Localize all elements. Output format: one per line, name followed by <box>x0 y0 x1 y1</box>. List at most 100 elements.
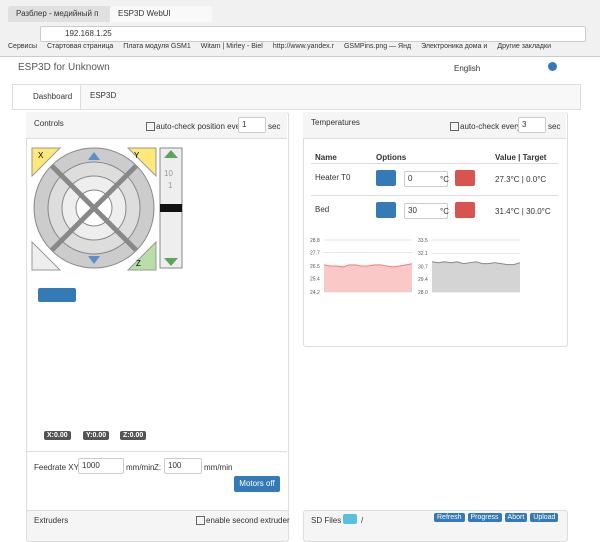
corner[interactable] <box>31 147 62 178</box>
app-title: ESP3D for Unknown <box>18 62 110 73</box>
bookmark[interactable]: Другие закладки <box>497 43 551 50</box>
button[interactable]: Abort <box>504 513 528 522</box>
y-tick-label: 28.8 <box>310 238 320 244</box>
line <box>323 263 413 268</box>
y-tick-label: 27.7 <box>310 250 320 256</box>
z-step: 10 <box>164 169 173 178</box>
tab[interactable]: Dashboard <box>12 84 82 109</box>
panel-title: Temperatures <box>311 118 360 127</box>
y-tick-label: 28.0 <box>418 290 428 296</box>
bookmark[interactable]: Плата модуля GSM1 <box>123 43 191 50</box>
tab-bar <box>12 84 581 110</box>
button[interactable]: Progress <box>467 513 502 522</box>
position: Z:0.00 <box>120 431 147 440</box>
checkbox[interactable] <box>146 122 155 131</box>
unit: sec <box>548 122 561 131</box>
label: Feedrate XY: <box>34 463 81 472</box>
y-tick-label: 33.5 <box>418 238 428 244</box>
heater-button[interactable] <box>376 170 396 186</box>
macro-button[interactable] <box>38 288 76 302</box>
y-tick-label: 32.1 <box>418 251 428 257</box>
position: Y:0.00 <box>83 431 110 440</box>
y-tick-label: 29.4 <box>418 277 428 283</box>
bookmarks: Сервисы Стартовая страница Плата модуля GS… <box>8 43 551 50</box>
bookmark[interactable]: Witam | Mirley - Biel <box>200 43 263 50</box>
line <box>431 261 521 266</box>
row-divider <box>311 163 558 164</box>
jog-label: Y <box>134 151 140 160</box>
language[interactable]: English <box>454 64 481 73</box>
browser-tab[interactable]: ESP3D WebUI <box>110 6 212 22</box>
heater-button[interactable] <box>376 202 396 218</box>
unit: mm/min <box>126 463 155 472</box>
bookmark[interactable]: Стартовая страница <box>47 43 114 50</box>
panel-title: Extruders <box>34 516 69 525</box>
label: auto-check every: <box>460 122 524 131</box>
tab[interactable]: ESP3D <box>90 91 117 100</box>
corner[interactable] <box>126 147 157 178</box>
column-header: Options <box>376 153 407 162</box>
value: 27.3°C | 0.0°C <box>495 175 547 184</box>
set-button[interactable] <box>455 170 475 186</box>
divider <box>26 451 287 452</box>
unit: °C <box>440 175 449 184</box>
label: Z: <box>154 463 162 472</box>
bookmark[interactable]: GSMPins.png — Янд <box>343 43 412 50</box>
z-up[interactable] <box>164 150 178 158</box>
y-tick-label: 25.4 <box>310 276 320 282</box>
y-tick-label: 24.2 <box>310 290 320 296</box>
jog-label: X <box>38 151 44 160</box>
column-header: Value | Target <box>495 153 547 162</box>
heater-name: Bed <box>315 205 330 214</box>
position: X:0.00 <box>44 431 71 440</box>
checkbox[interactable] <box>196 516 205 525</box>
unit: sec <box>268 122 281 131</box>
sd-icon[interactable] <box>343 514 357 524</box>
z-home[interactable] <box>160 204 182 212</box>
button[interactable]: Refresh <box>434 513 465 522</box>
button[interactable]: Motors off <box>234 476 280 492</box>
y-tick-label: 30.7 <box>418 264 428 270</box>
address-bar[interactable]: 192.168.1.25 <box>40 26 586 42</box>
path: / <box>361 516 364 525</box>
browser-tab[interactable]: Разблер - медийный п <box>8 6 112 22</box>
y-down[interactable] <box>88 256 100 264</box>
bookmark[interactable]: Электроника дома и <box>421 43 488 50</box>
temperature-charts: 28.8 27.7 26.5 25.4 24.2 33.5 32.1 30.7 29.4 28.0 <box>310 238 521 296</box>
set-button[interactable] <box>455 202 475 218</box>
bookmark[interactable]: Сервисы <box>8 43 38 50</box>
input[interactable]: 3 <box>518 117 546 133</box>
bookmark[interactable]: http://www.yandex.r <box>272 43 334 50</box>
cross <box>50 164 138 252</box>
corner[interactable] <box>31 240 62 271</box>
jog-control: X Y Z 10 1 <box>31 147 183 271</box>
checkbox[interactable] <box>450 122 459 131</box>
y-tick-label: 26.5 <box>310 264 320 270</box>
label: enable second extruder <box>206 516 290 525</box>
input[interactable]: 1 <box>238 117 266 133</box>
area <box>324 263 412 292</box>
temperatures-panel <box>303 112 568 347</box>
unit: °C <box>440 207 449 216</box>
heater-name: Heater T0 <box>315 173 351 182</box>
input[interactable]: 30 <box>404 203 448 219</box>
y-up[interactable] <box>88 152 100 160</box>
info-icon[interactable] <box>548 62 557 71</box>
button[interactable]: Upload <box>530 513 559 522</box>
extruders-panel <box>26 510 289 542</box>
value: 31.4°C | 30.0°C <box>495 207 551 216</box>
corner[interactable] <box>126 240 157 271</box>
unit: mm/min <box>204 463 233 472</box>
row-divider <box>311 195 558 196</box>
z-step: 1 <box>168 181 173 190</box>
sd-buttons: Refresh Progress Abort Upload <box>434 513 559 522</box>
input[interactable]: 100 <box>164 458 202 474</box>
jog-label: Z <box>136 259 141 268</box>
panel-title: Controls <box>34 119 64 128</box>
input[interactable]: 0 <box>404 171 448 187</box>
z-down[interactable] <box>164 258 178 266</box>
area <box>432 261 520 292</box>
column-header: Name <box>315 153 337 162</box>
input[interactable]: 1000 <box>78 458 124 474</box>
